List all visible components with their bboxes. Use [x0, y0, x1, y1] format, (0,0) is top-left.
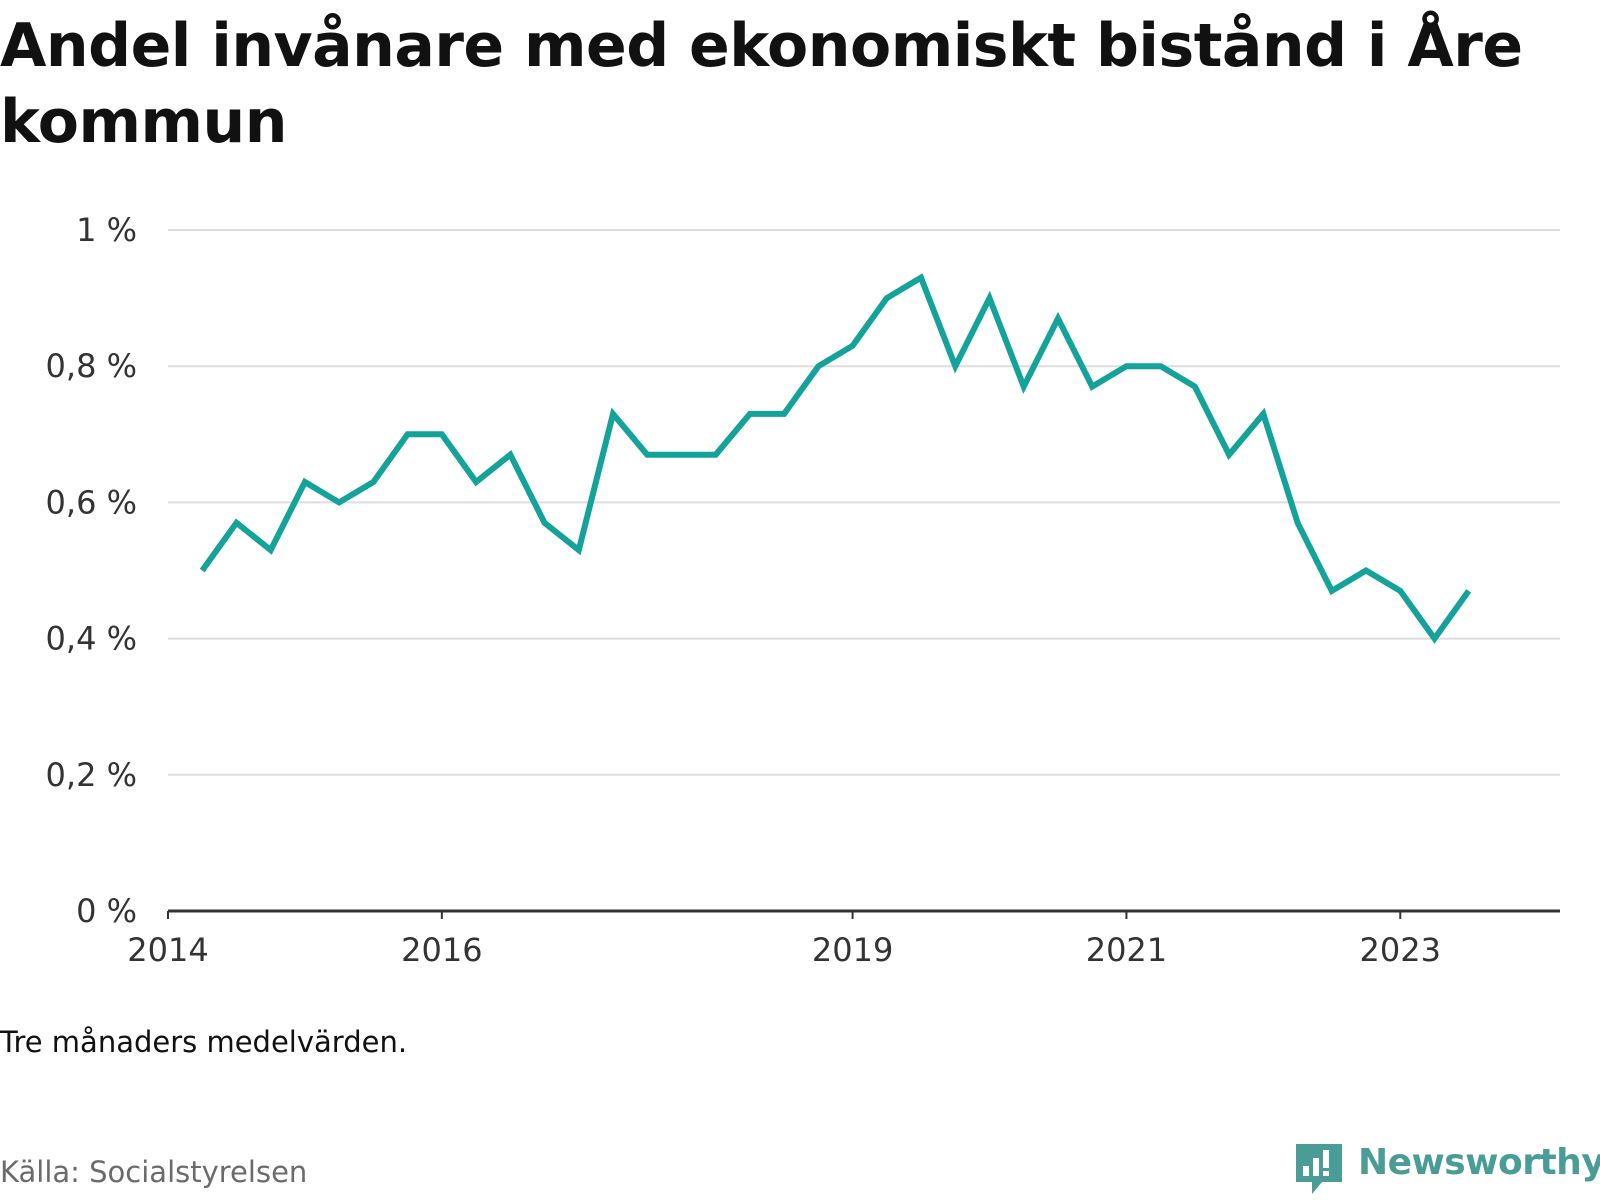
x-tick-label: 2016 — [401, 931, 482, 969]
data-point — [1329, 588, 1335, 594]
data-point — [884, 295, 890, 301]
data-point — [336, 499, 342, 505]
y-tick-label: 0,6 % — [46, 483, 137, 521]
data-point — [713, 452, 719, 458]
data-point — [815, 363, 821, 369]
y-tick-label: 0,4 % — [46, 620, 137, 658]
data-point — [405, 431, 411, 437]
data-point — [576, 547, 582, 553]
data-point — [199, 568, 205, 574]
data-point — [1363, 568, 1369, 574]
data-point — [987, 295, 993, 301]
y-axis-labels: 0 % 0,2 % 0,4 % 0,6 % 0,8 % 1 % — [46, 211, 137, 930]
data-point — [507, 452, 513, 458]
x-axis-labels: 2014 2016 2019 2021 2023 — [127, 931, 1441, 969]
data-point — [302, 479, 308, 485]
data-point — [1158, 363, 1164, 369]
series-line — [199, 273, 1472, 644]
source-credit: Källa: Socialstyrelsen — [0, 1155, 308, 1189]
y-tick-label: 0 % — [76, 892, 137, 930]
x-tick-label: 2019 — [812, 931, 893, 969]
data-point — [678, 452, 684, 458]
newsworthy-logo-icon — [1296, 1144, 1342, 1194]
data-point — [1466, 588, 1472, 594]
data-point — [610, 411, 616, 417]
chart-note: Tre månaders medelvärden. — [0, 1025, 408, 1059]
data-point — [918, 275, 924, 281]
data-point — [268, 547, 274, 553]
data-point — [1260, 411, 1266, 417]
y-tick-label: 0,2 % — [46, 756, 137, 794]
data-point — [1397, 588, 1403, 594]
data-point — [1295, 520, 1301, 526]
data-point — [473, 479, 479, 485]
data-point — [1021, 384, 1027, 390]
brand-name: Newsworthy — [1358, 1142, 1600, 1183]
y-tick-label: 0,8 % — [46, 347, 137, 385]
x-tick-label: 2014 — [127, 931, 208, 969]
data-point — [781, 411, 787, 417]
x-tick-label: 2021 — [1086, 931, 1167, 969]
data-point — [1226, 452, 1232, 458]
x-axis — [167, 909, 1560, 919]
data-point — [1123, 363, 1129, 369]
y-tick-label: 1 % — [76, 211, 137, 249]
series-line-group — [199, 273, 1472, 644]
data-point — [542, 520, 548, 526]
data-point — [370, 479, 376, 485]
data-point — [1192, 384, 1198, 390]
data-point — [1432, 636, 1438, 642]
data-point — [952, 363, 958, 369]
gridlines — [168, 229, 1560, 776]
chart-title: Andel invånare med ekonomiskt bistånd i … — [0, 11, 1523, 157]
data-point — [439, 431, 445, 437]
data-point — [747, 411, 753, 417]
newsworthy-logo: Newsworthy — [1292, 1140, 1600, 1200]
x-tick-label: 2023 — [1360, 931, 1441, 969]
data-point — [1055, 316, 1061, 322]
data-point — [850, 343, 856, 349]
data-point — [644, 452, 650, 458]
data-point — [1089, 384, 1095, 390]
line-chart: 0 %0,2 %0,4 %0,6 %0,8 %1 % 2014 2016 2019 2… — [46, 211, 1560, 969]
data-point — [234, 520, 240, 526]
